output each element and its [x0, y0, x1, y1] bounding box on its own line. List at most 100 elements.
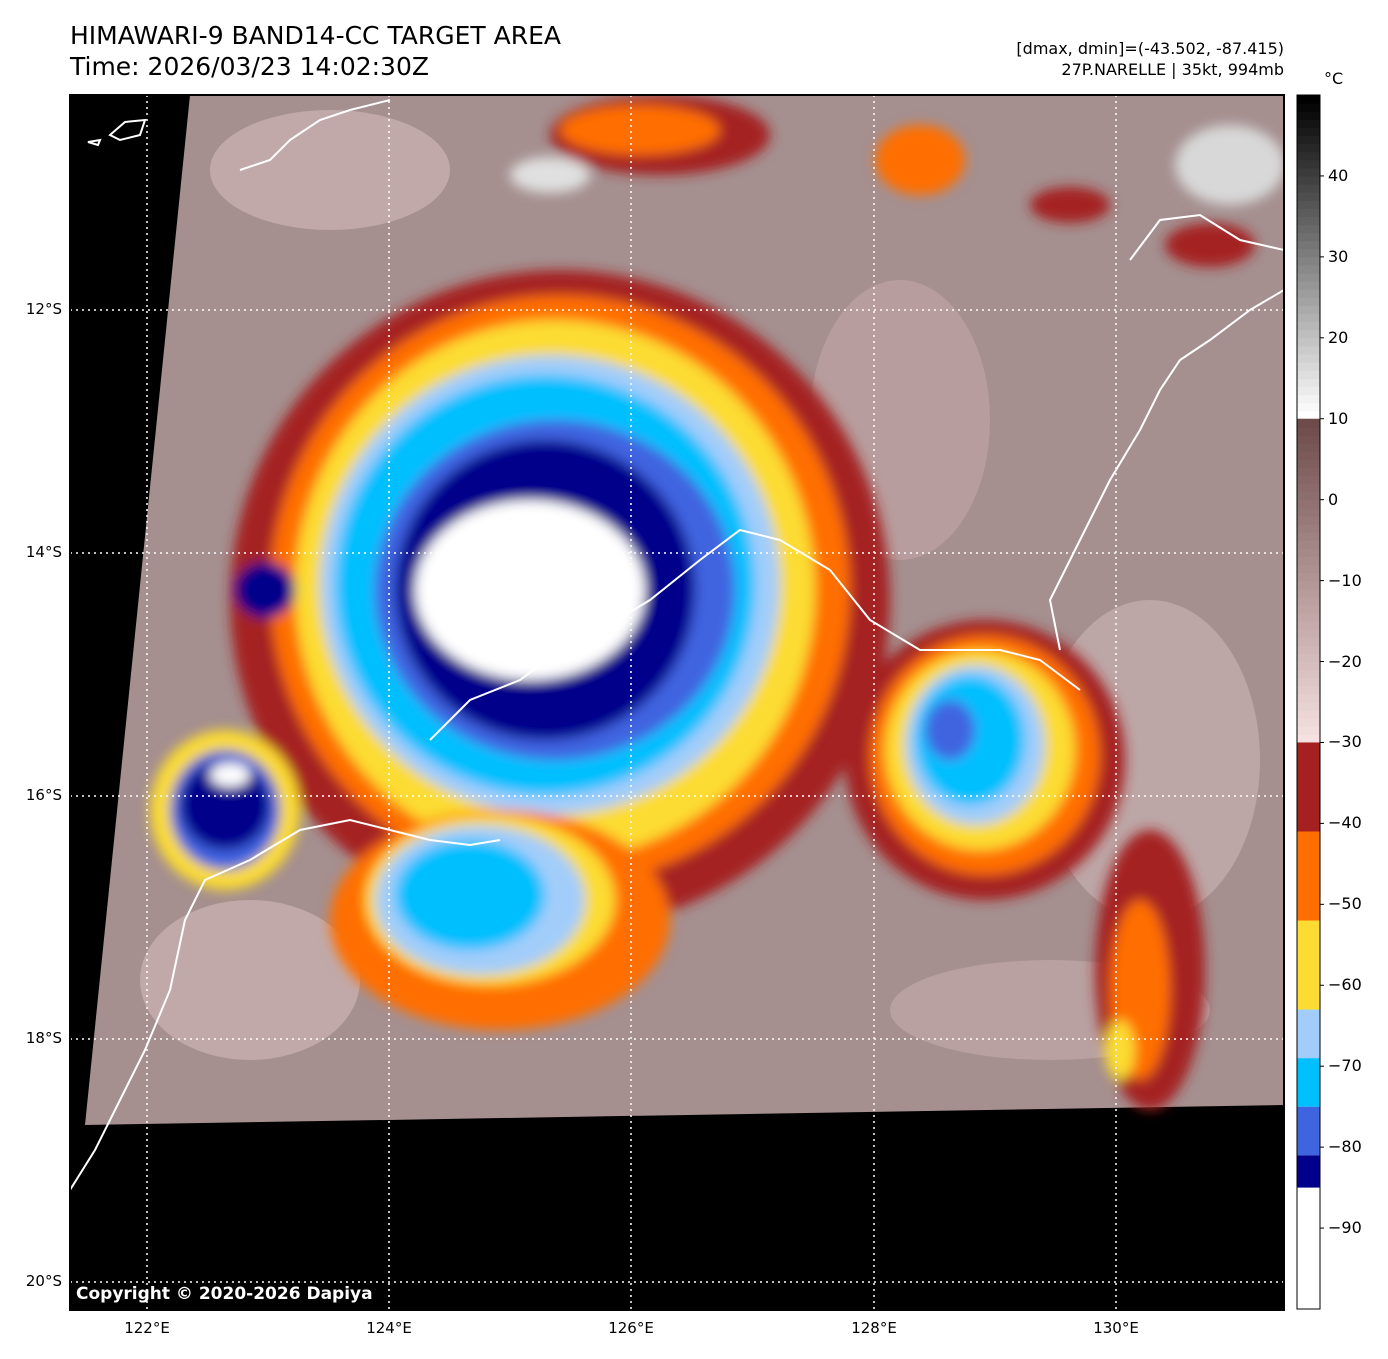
colorbar-warm-step — [1297, 564, 1320, 574]
colorbar-gray-step — [1297, 240, 1320, 250]
colorbar-warm-step — [1297, 669, 1320, 679]
colorbar-tick-label: 40 — [1328, 165, 1349, 185]
lat-label-18s: 18°S — [25, 1029, 62, 1047]
colorbar-gray-step — [1297, 281, 1320, 290]
colorbar-warm-step — [1297, 580, 1320, 590]
colorbar-warm-step — [1297, 443, 1320, 452]
colorbar-gray-step — [1297, 313, 1320, 323]
colorbar-tick-label: 20 — [1328, 327, 1349, 347]
colorbar-tick-label: −10 — [1328, 570, 1362, 590]
colorbar-warm-step — [1297, 459, 1320, 468]
colorbar-warm-step — [1297, 556, 1320, 566]
lon-label-128e: 128°E — [851, 1319, 897, 1337]
lon-label-126e: 126°E — [608, 1319, 654, 1337]
colorbar-warm-step — [1297, 718, 1320, 727]
colorbar-segment — [1297, 1155, 1320, 1188]
colorbar-tick-label: −70 — [1328, 1056, 1362, 1076]
colorbar-gray-step — [1297, 305, 1320, 315]
cloud-top-shading — [150, 95, 1284, 1110]
colorbar-warm-step — [1297, 629, 1320, 638]
colorbar-warm-step — [1297, 418, 1320, 428]
map-frame — [69, 94, 1285, 1311]
colorbar-gray-step — [1297, 119, 1320, 128]
coastline-northwest — [239, 99, 391, 171]
storm-label: 27P.NARELLE | 35kt, 994mb — [1061, 60, 1284, 79]
coastline-islet-2 — [87, 138, 102, 147]
colorbar-warm-step — [1297, 426, 1320, 436]
colorbar-tick-label: −20 — [1328, 651, 1362, 671]
colorbar-gray-step — [1297, 127, 1320, 137]
colorbar-segment — [1297, 831, 1320, 921]
colorbar-warm-step — [1297, 621, 1320, 630]
colorbar-gray-step — [1297, 200, 1320, 209]
lat-label-16s: 16°S — [25, 786, 62, 804]
imagery-layer — [70, 95, 1284, 1310]
gridlines — [70, 95, 1284, 1310]
colorbar-warm-step — [1297, 693, 1320, 703]
colorbar-gray-step — [1297, 297, 1320, 307]
colorbar-gray-step — [1297, 353, 1320, 363]
colorbar-warm-step — [1297, 734, 1320, 744]
colorbar-tick-label: 0 — [1328, 489, 1339, 509]
colorbar-warm-step — [1297, 637, 1320, 646]
colorbar-warm-step — [1297, 661, 1320, 671]
colorbar-warm-step — [1297, 645, 1320, 655]
title-product: HIMAWARI-9 BAND14-CC TARGET AREA — [70, 21, 562, 50]
storm-info: [dmax, dmin]=(-43.502, -87.415) 27P.NARE… — [1016, 38, 1284, 80]
colorbar-segment — [1297, 1187, 1320, 1309]
colorbar-gray-step — [1297, 175, 1320, 185]
lat-label-20s: 20°S — [25, 1272, 62, 1290]
colorbar-warm-step — [1297, 710, 1320, 719]
colorbar-gray-step — [1297, 289, 1320, 298]
colorbar-gray-step — [1297, 192, 1320, 201]
lon-label-130e: 130°E — [1093, 1319, 1139, 1337]
colorbar-warm-step — [1297, 434, 1320, 444]
colorbar-warm-step — [1297, 540, 1320, 549]
colorbar-warm-step — [1297, 588, 1320, 598]
copyright-notice: Copyright © 2020-2026 Dapiya — [76, 1284, 373, 1304]
colorbar-segment — [1297, 920, 1320, 1010]
title-time: Time: 2026/03/23 14:02:30Z — [70, 52, 429, 81]
colorbar-gray-step — [1297, 329, 1320, 339]
colorbar-warm-step — [1297, 532, 1320, 541]
lon-label-122e: 122°E — [124, 1319, 170, 1337]
colorbar-tick-label: 10 — [1328, 408, 1349, 428]
colorbar-unit: °C — [1324, 69, 1344, 88]
colorbar-gray-step — [1297, 224, 1320, 234]
colorbar-gray-step — [1297, 362, 1320, 371]
colorbar-gray-step — [1297, 216, 1320, 226]
lat-label-14s: 14°S — [25, 543, 62, 561]
colorbar-warm-step — [1297, 653, 1320, 663]
colorbar-gray-step — [1297, 184, 1320, 193]
colorbar-tick-label: −80 — [1328, 1137, 1362, 1157]
colorbar-gray-step — [1297, 402, 1320, 412]
colorbar-gray-step — [1297, 103, 1320, 112]
lon-label-124e: 124°E — [366, 1319, 412, 1337]
colorbar-segment — [1297, 1009, 1320, 1059]
colorbar — [1297, 95, 1324, 1309]
lat-label-12s: 12°S — [25, 300, 62, 318]
coastline-islet-1 — [108, 118, 147, 142]
colorbar-gray-step — [1297, 337, 1320, 347]
colorbar-gray-step — [1297, 151, 1320, 161]
coastline-north — [429, 528, 1081, 741]
dmax-dmin-label: [dmax, dmin]=(-43.502, -87.415) — [1016, 39, 1284, 58]
colorbar-gray-step — [1297, 386, 1320, 396]
colorbar-gray-step — [1297, 232, 1320, 242]
colorbar-gray-step — [1297, 378, 1320, 387]
colorbar-gray-step — [1297, 135, 1320, 145]
colorbar-tick-label: −50 — [1328, 894, 1362, 914]
colorbar-gray-step — [1297, 256, 1320, 266]
colorbar-warm-step — [1297, 507, 1320, 517]
colorbar-gray-step — [1297, 143, 1320, 153]
colorbar-warm-step — [1297, 451, 1320, 460]
colorbar-warm-step — [1297, 499, 1320, 509]
colorbar-warm-step — [1297, 596, 1320, 606]
coastline-west — [70, 818, 501, 1191]
colorbar-warm-step — [1297, 612, 1320, 622]
colorbar-tick-label: −30 — [1328, 732, 1362, 752]
colorbar-tick-label: −90 — [1328, 1218, 1362, 1238]
colorbar-warm-step — [1297, 702, 1320, 711]
colorbar-gray-step — [1297, 208, 1320, 217]
